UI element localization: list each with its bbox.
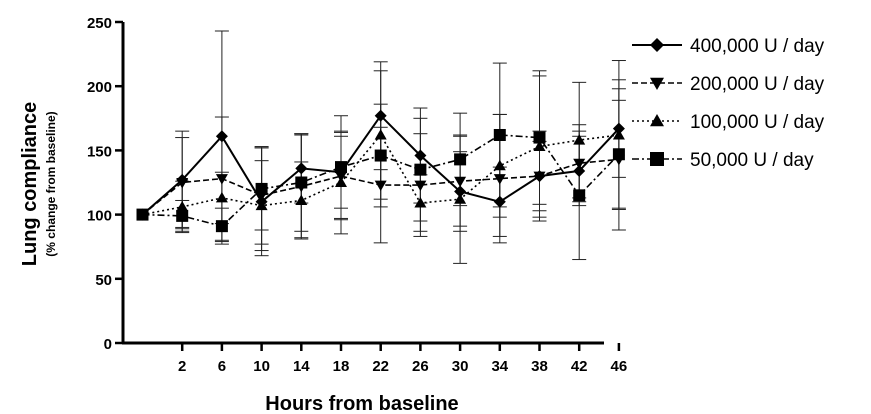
data-point [493,128,506,141]
data-point [176,209,189,222]
data-point [295,176,308,189]
data-point [255,199,268,211]
data-point [414,149,427,162]
legend-marker [650,38,664,52]
legend-label: 50,000 U / day [690,150,814,171]
data-point [573,158,586,170]
data-point [533,140,546,152]
x-tick-label: 2 [178,358,186,375]
data-point [215,130,228,143]
legend-marker [650,77,664,90]
data-point [215,220,228,233]
data-point [176,178,189,189]
y-tick-label: 50 [95,272,112,289]
x-tick-label: 6 [218,358,226,375]
data-point [374,149,387,162]
data-point [295,162,308,175]
legend: 400,000 U / day 200,000 U / day 100,000 U … [632,36,825,171]
y-axis-label: Lung compliance [19,102,41,266]
legend-marker [650,114,664,127]
x-tick-label: 38 [531,358,548,375]
x-tick-label: 34 [491,358,508,375]
y-tick-label: 200 [87,79,112,96]
axes [121,22,604,345]
data-point [573,134,586,145]
legend-marker [650,152,664,166]
legend-label: 100,000 U / day [690,112,825,133]
data-point [374,128,387,140]
data-point [215,174,228,185]
data-point [335,176,347,187]
data-point [176,200,189,212]
data-point [454,153,467,166]
data-point [454,176,467,188]
data-point [414,197,427,208]
data-point [533,131,546,144]
data-point [493,195,506,208]
data-point [454,185,467,198]
x-tick-label: 26 [412,358,429,375]
legend-label: 200,000 U / day [690,74,825,95]
x-axis-label: Hours from baseline [265,393,458,414]
data-point [374,180,387,192]
data-point [414,163,427,176]
x-tick-label: 46 [611,358,628,375]
x-tick-label: 42 [571,358,588,375]
data-point [255,182,268,195]
y-tick-label: 250 [87,15,112,32]
series-markers [136,109,625,233]
y-tick-label: 150 [87,143,112,160]
y-axis-sublabel: (% change from baseline) [44,111,58,256]
legend-label: 400,000 U / day [690,36,825,57]
data-point [136,208,149,221]
data-point [533,171,546,183]
x-tick-label: 30 [452,358,469,375]
x-tick-label: 14 [293,358,310,375]
data-point [612,128,625,140]
y-ticks: 0 50 100 150 200 250 [87,15,123,353]
data-point [215,191,228,203]
y-tick-label: 100 [87,208,112,225]
data-point [612,148,625,161]
x-tick-label: 18 [333,358,350,375]
y-tick-label: 0 [104,336,112,353]
data-point [573,189,586,202]
data-point [573,164,586,177]
data-point [493,174,506,185]
x-tick-label: 10 [253,358,270,375]
error-bars [175,30,626,264]
x-tick-label: 22 [372,358,389,375]
data-point [612,122,625,135]
data-point [295,194,308,205]
data-point [374,109,387,122]
data-point [414,180,427,192]
data-point [335,161,347,174]
data-point [454,193,467,204]
x-ticks: 2 6 10 14 18 22 26 30 34 38 42 46 [178,343,627,375]
data-point [493,159,506,171]
